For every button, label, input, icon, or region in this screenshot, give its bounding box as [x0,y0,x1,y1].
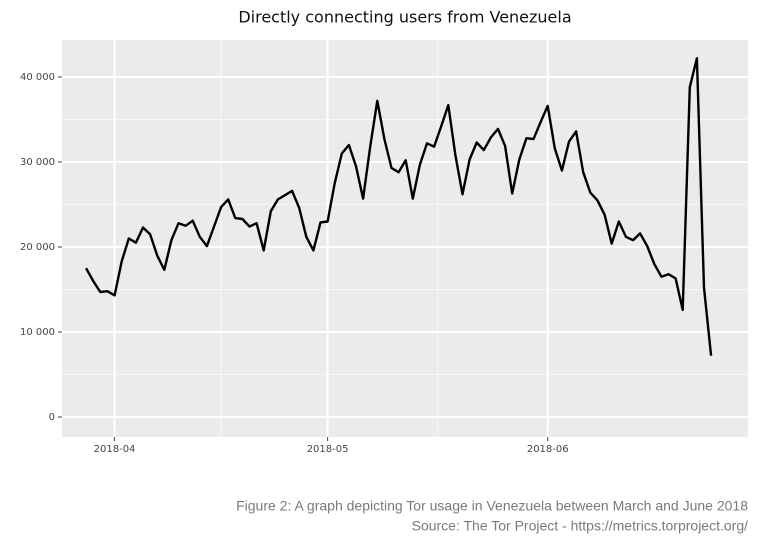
line [85,57,713,356]
y-tick-label: 20 000 [20,242,55,253]
y-tick-label: 30 000 [20,157,55,168]
caption: Source: The Tor Project - https://metric… [412,518,749,534]
y-tick-label: 10 000 [20,327,55,338]
chart-title: Directly connecting users from Venezuela [238,8,571,27]
x-tick-label: 2018-04 [94,444,136,455]
y-tick-label: 40 000 [20,72,55,83]
x-tick-label: 2018-05 [307,444,349,455]
y-tick-label: 0 [49,412,55,423]
caption: Figure 2: A graph depicting Tor usage in… [236,498,748,514]
x-tick-label: 2018-06 [527,444,569,455]
plot-panel [62,40,748,437]
